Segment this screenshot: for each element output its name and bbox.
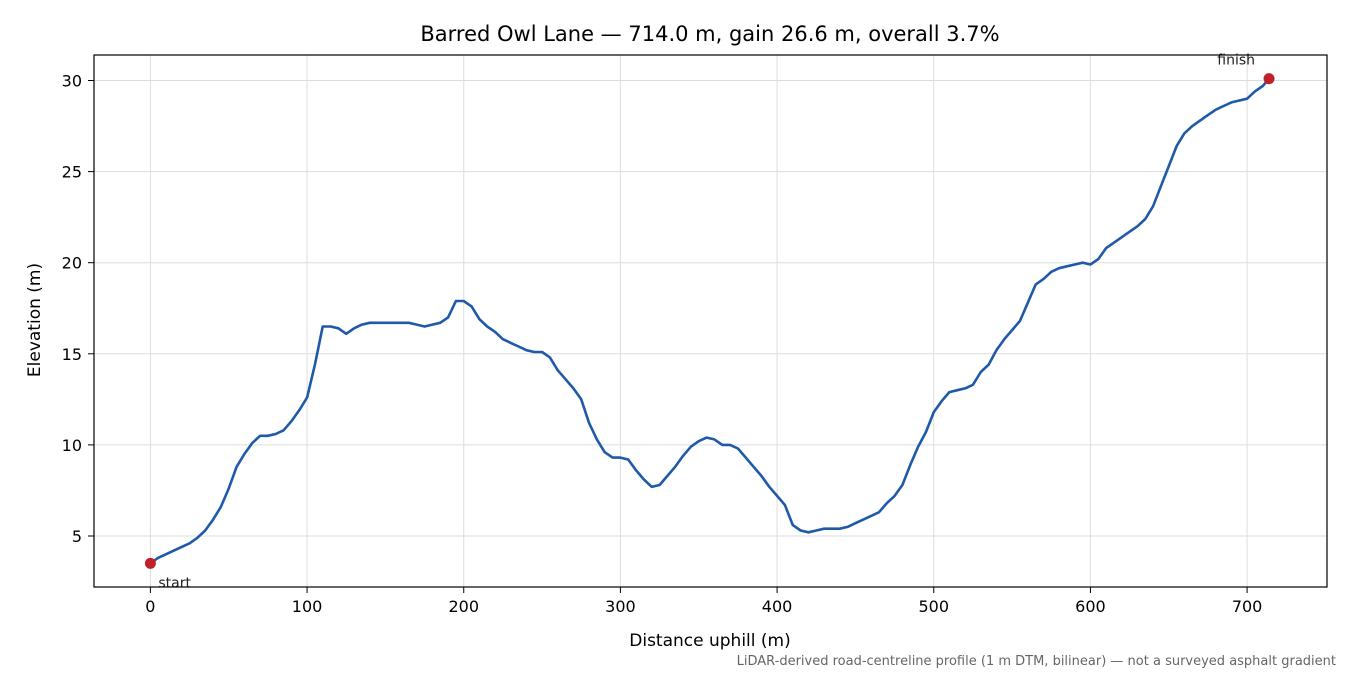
y-tick-label: 20 xyxy=(62,254,82,273)
chart-title: Barred Owl Lane — 714.0 m, gain 26.6 m, … xyxy=(420,22,999,46)
y-axis-label: Elevation (m) xyxy=(25,263,45,377)
x-axis-label: Distance uphill (m) xyxy=(629,631,790,651)
x-tick-label: 300 xyxy=(605,597,636,616)
endpoint-marker xyxy=(144,557,156,569)
endpoint-label: start xyxy=(158,575,191,591)
y-tick-label: 10 xyxy=(62,436,82,455)
x-tick-label: 0 xyxy=(145,597,155,616)
y-tick-label: 25 xyxy=(62,163,82,182)
x-tick-label: 400 xyxy=(762,597,793,616)
y-tick-label: 5 xyxy=(72,527,82,546)
x-tick-label: 700 xyxy=(1232,597,1263,616)
y-tick-label: 30 xyxy=(62,72,82,91)
grid-lines xyxy=(94,55,1327,587)
endpoint-label: finish xyxy=(1217,53,1255,69)
x-tick-label: 200 xyxy=(448,597,479,616)
x-tick-label: 100 xyxy=(292,597,323,616)
plot-frame xyxy=(93,54,1328,588)
x-tick-label: 600 xyxy=(1075,597,1106,616)
footnote: LiDAR-derived road-centreline profile (1… xyxy=(737,654,1336,669)
endpoint-marker xyxy=(1263,73,1275,85)
x-tick-label: 500 xyxy=(918,597,949,616)
axis-ticks: 0 100 200 300 400 500 600 700 5 10 15 20 25 30 xyxy=(62,72,1263,616)
elevation-line xyxy=(149,77,1271,565)
y-tick-label: 15 xyxy=(62,345,82,364)
